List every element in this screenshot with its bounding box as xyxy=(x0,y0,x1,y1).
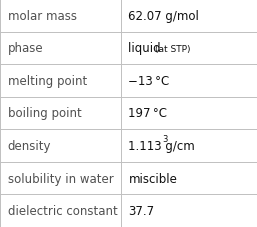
Text: boiling point: boiling point xyxy=(8,107,81,120)
Text: (at STP): (at STP) xyxy=(155,45,190,54)
Text: phase: phase xyxy=(8,42,43,55)
Text: solubility in water: solubility in water xyxy=(8,172,113,185)
Text: 62.07 g/mol: 62.07 g/mol xyxy=(128,10,199,23)
Text: melting point: melting point xyxy=(8,75,87,88)
Text: 37.7: 37.7 xyxy=(128,204,155,217)
Text: 197 °C: 197 °C xyxy=(128,107,168,120)
Text: −13 °C: −13 °C xyxy=(128,75,170,88)
Text: density: density xyxy=(8,139,51,152)
Text: liquid: liquid xyxy=(128,42,169,55)
Text: dielectric constant: dielectric constant xyxy=(8,204,117,217)
Text: molar mass: molar mass xyxy=(8,10,77,23)
Text: 1.113 g/cm: 1.113 g/cm xyxy=(128,139,195,152)
Text: 3: 3 xyxy=(162,134,167,143)
Text: miscible: miscible xyxy=(128,172,177,185)
